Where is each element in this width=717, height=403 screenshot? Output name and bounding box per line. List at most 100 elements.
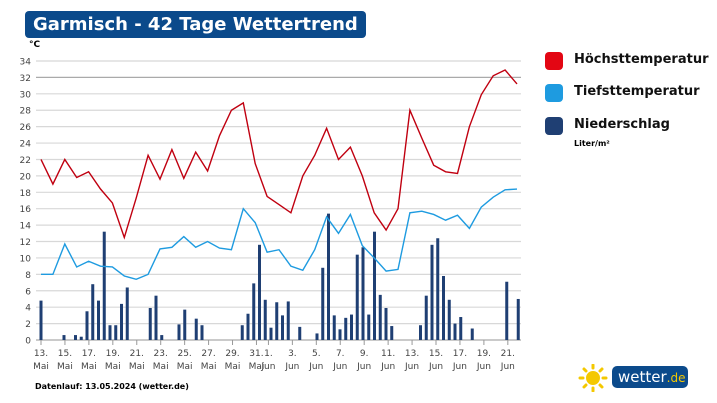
x-tick-month: Mai <box>201 362 217 372</box>
x-tick-day: 3. <box>288 349 297 359</box>
precip-bar <box>516 298 520 340</box>
precip-bar <box>361 247 365 340</box>
x-tick-month: Jun <box>428 362 443 372</box>
legend-label-high: Höchsttemperatur <box>574 52 709 67</box>
y-tick-label: 24 <box>20 140 32 150</box>
x-tick-month: Jun <box>260 362 275 372</box>
precip-bar <box>120 303 123 340</box>
precip-bar <box>505 281 509 340</box>
x-tick-day: 31. <box>249 349 263 359</box>
precip-bar <box>269 327 273 340</box>
x-tick-month: Jun <box>356 362 371 372</box>
precip-bar <box>430 244 434 340</box>
precip-bar <box>344 317 348 340</box>
precip-bar <box>373 231 376 340</box>
precip-bar <box>281 315 284 340</box>
high-temp-line <box>40 69 518 240</box>
precip-bar <box>160 335 164 340</box>
precip-bar <box>114 325 118 340</box>
x-tick-day: 19. <box>106 349 120 359</box>
precip-bar <box>442 275 445 340</box>
precip-bar <box>85 311 89 340</box>
precip-bar <box>200 325 204 340</box>
x-tick-month: Mai <box>177 362 193 372</box>
precip-bar <box>74 335 77 340</box>
x-tick-day: 27. <box>201 349 215 359</box>
precip-bar <box>384 307 388 340</box>
precip-bar <box>459 317 463 340</box>
y-tick-label: 8 <box>25 271 31 281</box>
precip-bar <box>252 283 256 340</box>
precip-bar <box>79 336 83 340</box>
precip-bar <box>453 323 457 340</box>
precip-bar <box>390 326 394 340</box>
x-tick-month: Mai <box>33 362 49 372</box>
precip-bar <box>194 318 198 340</box>
legend-label-precip: Niederschlag <box>574 117 670 132</box>
x-tick-month: Jun <box>284 362 299 372</box>
y-tick-label: 16 <box>20 205 32 215</box>
x-tick-month: Mai <box>105 362 121 372</box>
x-tick-month: Mai <box>249 362 265 372</box>
precip-bar <box>470 328 474 340</box>
legend-swatch-high <box>545 52 563 70</box>
x-tick-month: Mai <box>129 362 145 372</box>
x-tick-day: 21. <box>501 349 515 359</box>
x-tick-day: 17. <box>82 349 96 359</box>
x-tick-month: Jun <box>380 362 395 372</box>
y-tick-label: 2 <box>25 320 31 330</box>
y-tick-label: 0 <box>25 337 31 347</box>
x-tick-day: 1. <box>264 349 273 359</box>
x-tick-day: 11. <box>381 349 395 359</box>
precip-bar <box>263 299 267 340</box>
x-tick-day: 15. <box>58 349 72 359</box>
logo-suffix: .de <box>666 371 686 385</box>
x-tick-day: 17. <box>453 349 467 359</box>
precip-bar <box>350 314 353 340</box>
precip-bar <box>125 287 129 340</box>
precip-bar <box>148 307 152 340</box>
legend-swatch-precip <box>545 117 563 135</box>
precip-bar <box>97 300 100 340</box>
logo-text: wetter <box>618 368 667 386</box>
precip-bar <box>327 213 330 340</box>
precip-bar <box>240 325 244 340</box>
x-tick-day: 19. <box>477 349 491 359</box>
wetter-de-logo: wetter.de <box>578 364 690 392</box>
x-tick-month: Mai <box>225 362 241 372</box>
precip-bar <box>355 254 359 340</box>
x-tick-month: Jun <box>476 362 491 372</box>
y-tick-label: 14 <box>20 222 32 232</box>
x-tick-day: 13. <box>405 349 419 359</box>
x-tick-month: Mai <box>153 362 169 372</box>
precip-bar <box>183 309 187 340</box>
x-tick-month: Jun <box>500 362 515 372</box>
precip-bar <box>108 325 112 340</box>
chart-title: Garmisch - 42 Tage Wettertrend <box>25 11 366 38</box>
x-tick-day: 5. <box>312 349 321 359</box>
precip-bar <box>275 302 279 340</box>
y-tick-label: 30 <box>20 90 32 100</box>
x-tick-month: Jun <box>332 362 347 372</box>
precip-bar <box>436 238 440 340</box>
x-tick-day: 25. <box>177 349 191 359</box>
x-tick-month: Mai <box>81 362 97 372</box>
y-tick-label: 20 <box>20 172 32 182</box>
precip-bar <box>258 244 261 340</box>
precip-bar <box>378 294 382 340</box>
y-tick-label: 12 <box>20 238 31 248</box>
y-tick-label: 34 <box>20 58 32 68</box>
y-tick-label: 4 <box>25 304 31 314</box>
legend-swatch-low <box>545 84 563 102</box>
precip-bar <box>39 300 43 340</box>
legend-label-low: Tiefsttemperatur <box>574 84 700 99</box>
x-tick-day: 15. <box>429 349 443 359</box>
logo-wordmark: wetter.de <box>612 366 688 388</box>
precip-unit: Liter/m² <box>574 139 610 148</box>
y-tick-label: 18 <box>20 189 32 199</box>
y-tick-label: 22 <box>20 156 31 166</box>
x-tick-month: Mai <box>57 362 73 372</box>
y-axis-unit: °C <box>29 40 41 50</box>
